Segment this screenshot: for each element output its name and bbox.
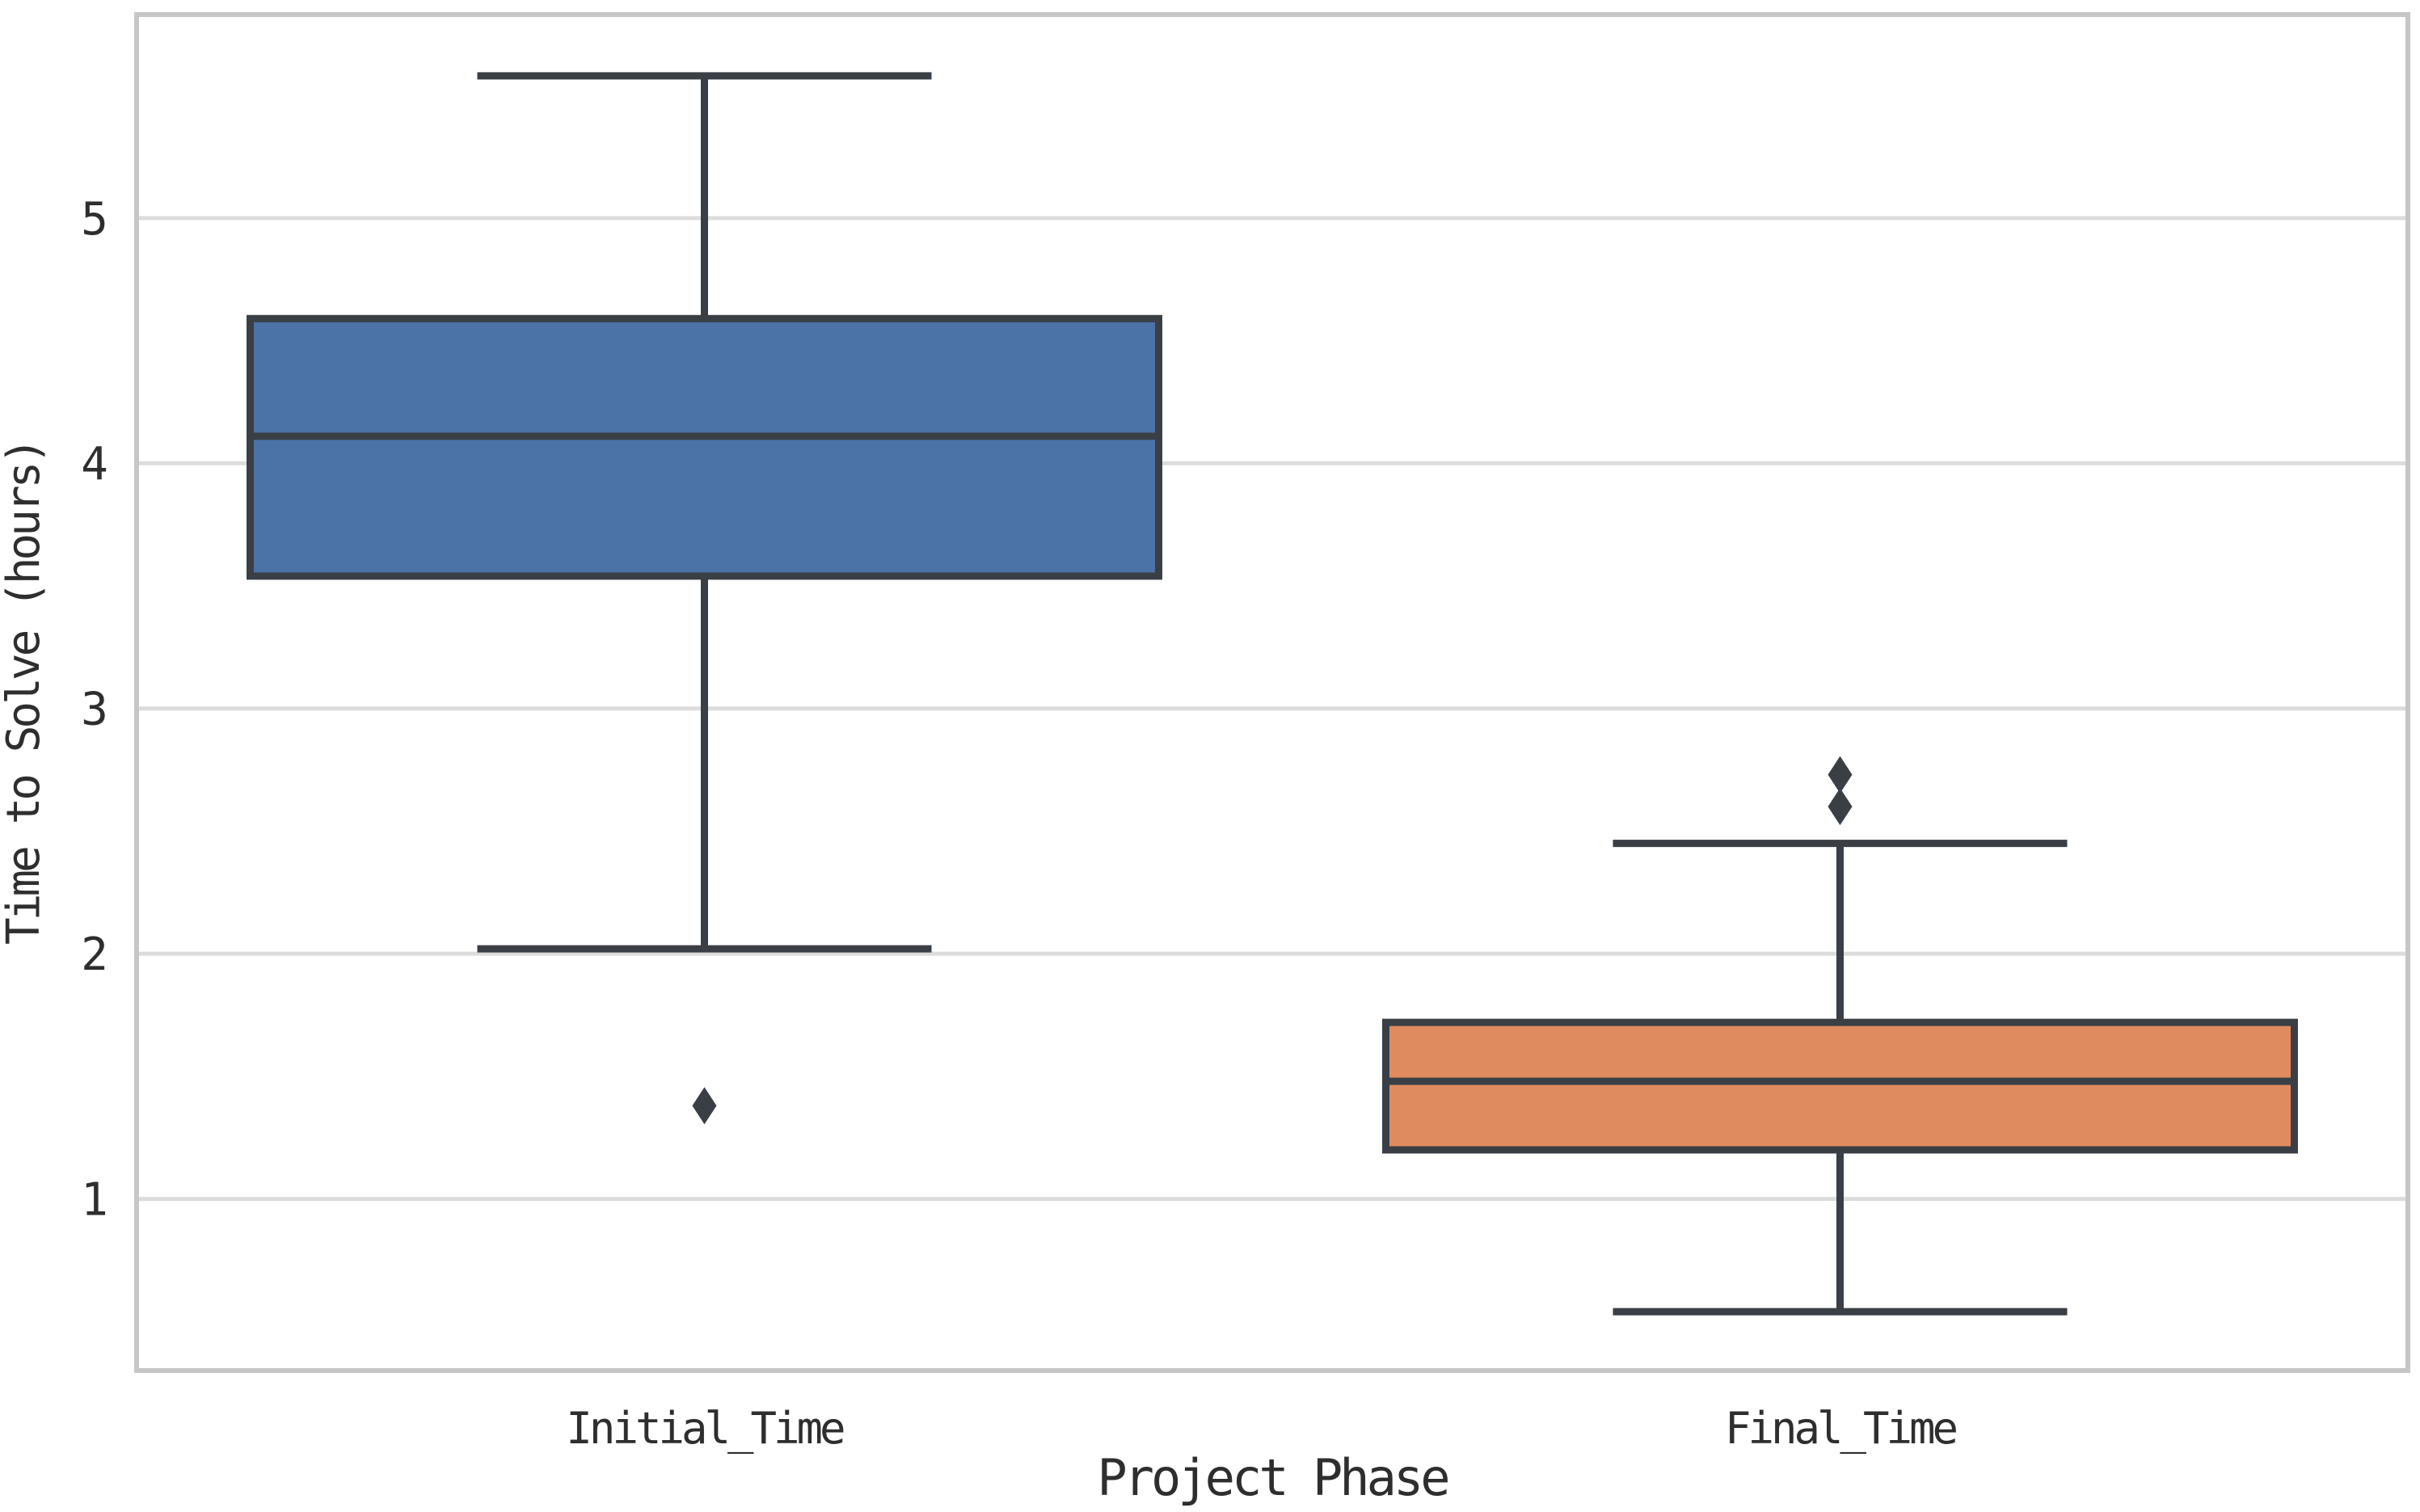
y-axis-label: Time to Solve (hours) <box>0 440 50 945</box>
y-tick-label-3: 3 <box>81 684 105 736</box>
plot-border <box>134 12 2410 1373</box>
iqr-box-final_time <box>1382 1018 2298 1154</box>
outlier-diamond-final_time <box>1828 756 1853 794</box>
y-tick-label-5: 5 <box>81 193 105 246</box>
y-tick-label-1: 1 <box>81 1174 105 1227</box>
box-group-initial_time <box>247 72 1162 1125</box>
iqr-box-initial_time <box>247 314 1162 580</box>
box-group-final_time <box>1382 756 2298 1316</box>
x-axis-label: Project Phase <box>1097 1448 1448 1507</box>
x-tick-label-initial_time: Initial_Time <box>566 1403 844 1454</box>
outlier-diamond-initial_time <box>692 1087 717 1125</box>
x-tick-label-final_time: Final_Time <box>1725 1403 1957 1454</box>
y-tick-label-2: 2 <box>81 929 105 981</box>
outlier-diamond-final_time <box>1828 788 1853 826</box>
y-tick-label-4: 4 <box>81 438 107 491</box>
